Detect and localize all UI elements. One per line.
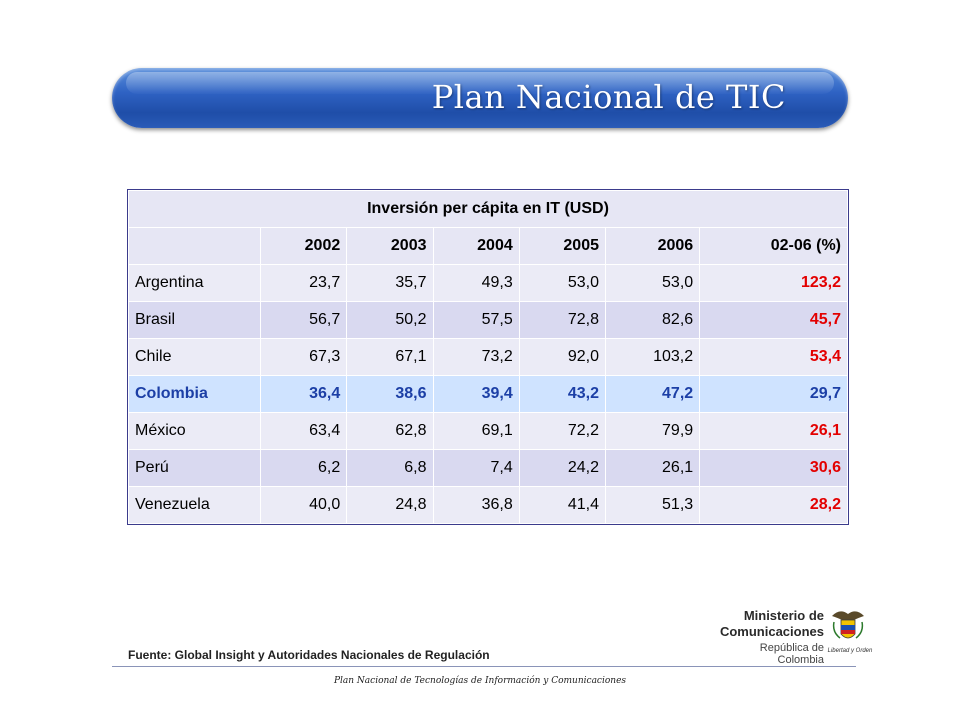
growth-percent: 28,2 — [699, 486, 848, 524]
value-2005: 92,0 — [518, 338, 607, 376]
country-name: Chile — [128, 338, 261, 376]
header-growth: 02-06 (%) — [699, 227, 848, 265]
value-2002: 6,2 — [259, 449, 348, 487]
ministry-line1: Ministerio de — [743, 608, 824, 623]
header-blank-cell — [128, 227, 261, 265]
table-row: Chile 67,3 67,1 73,2 92,0 103,2 53,4 — [128, 338, 848, 376]
value-2006: 51,3 — [604, 486, 701, 524]
value-2005: 72,2 — [518, 412, 607, 450]
table-row: Colombia 36,4 38,6 39,4 43,2 47,2 29,7 — [128, 375, 848, 413]
table-caption-row: Inversión per cápita en IT (USD) — [128, 190, 848, 228]
growth-percent: 45,7 — [699, 301, 848, 339]
growth-percent: 26,1 — [699, 412, 848, 450]
value-2003: 50,2 — [346, 301, 434, 339]
header-2004: 2004 — [432, 227, 520, 265]
value-2006: 53,0 — [604, 264, 701, 302]
country-name: Argentina — [128, 264, 261, 302]
ministry-motto: Libertad y Orden — [827, 648, 873, 654]
value-2002: 23,7 — [259, 264, 348, 302]
value-2003: 62,8 — [346, 412, 434, 450]
value-2003: 6,8 — [346, 449, 434, 487]
header-2003: 2003 — [346, 227, 434, 265]
table-header-row: 2002 2003 2004 2005 2006 02-06 (%) — [128, 227, 848, 265]
value-2004: 49,3 — [432, 264, 520, 302]
investment-table: Inversión per cápita en IT (USD) 2002 20… — [127, 189, 849, 525]
footer-text: Plan Nacional de Tecnologías de Informac… — [333, 676, 627, 686]
value-2003: 67,1 — [346, 338, 434, 376]
ministry-line2: Comunicaciones — [719, 624, 824, 639]
value-2004: 57,5 — [432, 301, 520, 339]
coat-of-arms-icon — [832, 611, 864, 639]
value-2003: 38,6 — [346, 375, 434, 413]
value-2004: 69,1 — [432, 412, 520, 450]
value-2004: 39,4 — [432, 375, 520, 413]
value-2002: 36,4 — [259, 375, 348, 413]
ministry-line3: República de Colombia — [759, 642, 824, 666]
value-2005: 43,2 — [518, 375, 607, 413]
growth-percent: 29,7 — [699, 375, 848, 413]
table-caption: Inversión per cápita en IT (USD) — [128, 190, 848, 228]
value-2006: 79,9 — [604, 412, 701, 450]
value-2003: 24,8 — [346, 486, 434, 524]
value-2006: 103,2 — [604, 338, 701, 376]
growth-percent: 53,4 — [699, 338, 848, 376]
country-name: México — [128, 412, 261, 450]
source-note: Fuente: Global Insight y Autoridades Nac… — [128, 648, 490, 662]
header-2002: 2002 — [259, 227, 348, 265]
banner-gloss — [126, 72, 834, 94]
value-2004: 73,2 — [432, 338, 520, 376]
title-banner: Plan Nacional de TIC — [112, 68, 848, 128]
country-name: Brasil — [128, 301, 261, 339]
header-2005: 2005 — [518, 227, 607, 265]
growth-percent: 30,6 — [699, 449, 848, 487]
value-2004: 7,4 — [432, 449, 520, 487]
value-2004: 36,8 — [432, 486, 520, 524]
value-2005: 53,0 — [518, 264, 607, 302]
country-name: Perú — [128, 449, 261, 487]
value-2005: 24,2 — [518, 449, 607, 487]
country-name: Venezuela — [128, 486, 261, 524]
value-2002: 56,7 — [259, 301, 348, 339]
footer-divider — [112, 666, 856, 667]
table-row: México 63,4 62,8 69,1 72,2 79,9 26,1 — [128, 412, 848, 450]
ministry-logo: Ministerio de Comunicaciones República d… — [718, 606, 872, 666]
value-2006: 47,2 — [604, 375, 701, 413]
table-row: Perú 6,2 6,8 7,4 24,2 26,1 30,6 — [128, 449, 848, 487]
value-2006: 26,1 — [604, 449, 701, 487]
value-2003: 35,7 — [346, 264, 434, 302]
value-2005: 41,4 — [518, 486, 607, 524]
table-row: Argentina 23,7 35,7 49,3 53,0 53,0 123,2 — [128, 264, 848, 302]
table-row: Venezuela 40,0 24,8 36,8 41,4 51,3 28,2 — [128, 486, 848, 524]
value-2005: 72,8 — [518, 301, 607, 339]
value-2002: 40,0 — [259, 486, 348, 524]
growth-percent: 123,2 — [699, 264, 848, 302]
table-row: Brasil 56,7 50,2 57,5 72,8 82,6 45,7 — [128, 301, 848, 339]
page-title: Plan Nacional de TIC — [431, 78, 786, 116]
country-name: Colombia — [128, 375, 261, 413]
value-2002: 63,4 — [259, 412, 348, 450]
value-2006: 82,6 — [604, 301, 701, 339]
header-2006: 2006 — [604, 227, 701, 265]
value-2002: 67,3 — [259, 338, 348, 376]
